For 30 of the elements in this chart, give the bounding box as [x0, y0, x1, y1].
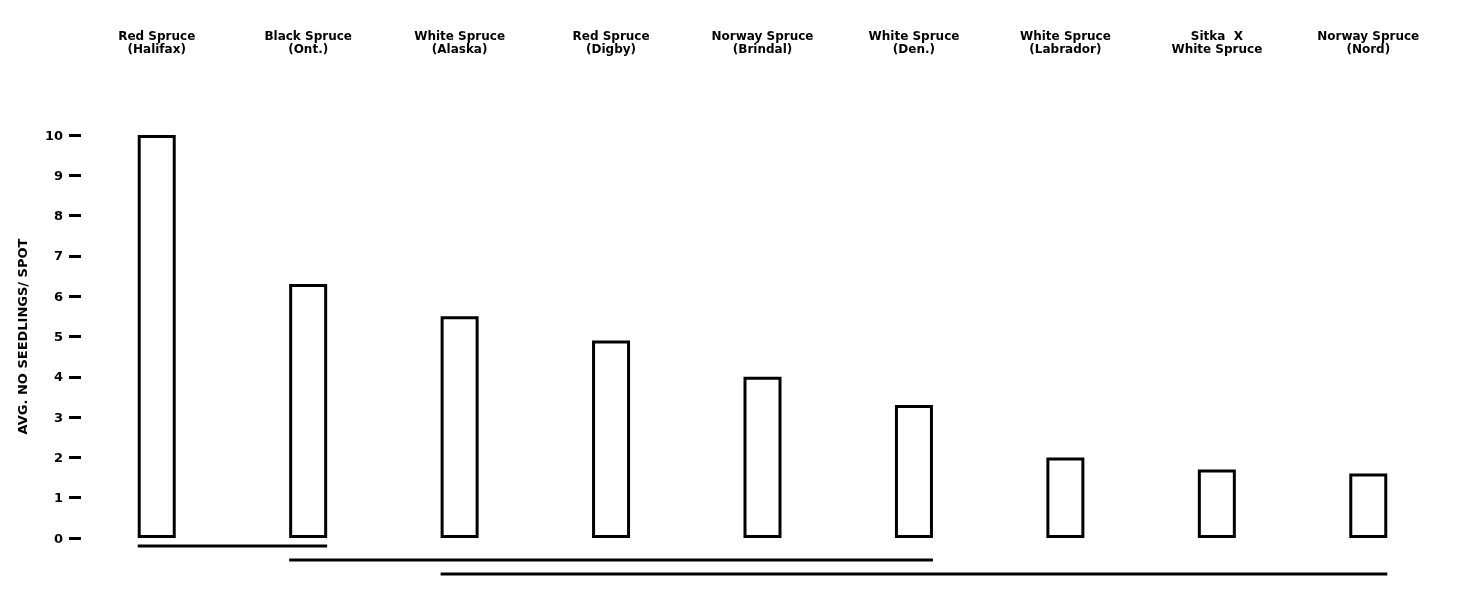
- bar: [137, 135, 176, 538]
- y-tick-label: 7: [53, 248, 63, 264]
- y-tick-label: 5: [53, 329, 63, 344]
- x-tick-label: Red Spruce (Halifax): [118, 28, 196, 56]
- y-tick-label: 6: [53, 288, 63, 304]
- y-tick-label: 1: [53, 490, 63, 506]
- y-tick-label: 4: [53, 369, 63, 385]
- x-tick-label: Red Spruce (Digby): [572, 28, 650, 56]
- y-tick-label: 0: [53, 530, 63, 546]
- x-tick-label: White Spruce (Alaska): [414, 28, 506, 56]
- x-tick-label: White Spruce (Den.): [868, 28, 960, 56]
- x-tick-label: Sitka X White Spruce: [1171, 28, 1263, 56]
- y-tick-label: 9: [53, 167, 63, 183]
- bar: [1046, 457, 1085, 538]
- x-tick-label: White Spruce (Labrador): [1019, 28, 1111, 56]
- x-tick-label: Norway Spruce (Brindal): [711, 28, 814, 56]
- y-tick-label: 3: [53, 409, 63, 425]
- bar: [894, 405, 933, 538]
- x-tick-label: Norway Spruce (Nord): [1317, 28, 1420, 56]
- y-axis-title: AVG. NO SEEDLINGS/ SPOT: [15, 238, 30, 435]
- x-tick-label: Black Spruce (Ont.): [264, 28, 352, 56]
- bar: [743, 376, 782, 538]
- bar: [440, 316, 479, 538]
- bar: [1349, 473, 1388, 538]
- y-tick-label: 2: [53, 449, 63, 465]
- y-tick-label: 10: [44, 127, 63, 143]
- bar: [289, 284, 328, 538]
- bar: [592, 340, 631, 538]
- bar: [1197, 469, 1236, 538]
- y-tick-label: 8: [53, 208, 63, 224]
